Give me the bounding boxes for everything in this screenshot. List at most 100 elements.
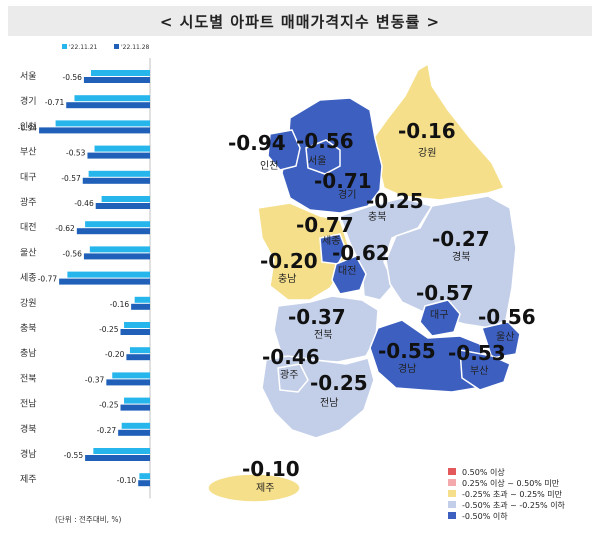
bar-curr — [95, 203, 150, 209]
bar-prev — [94, 145, 150, 152]
bar-prev — [55, 120, 150, 127]
name-gwangju: 광주 — [280, 369, 298, 381]
chart-legend-label-0: '22.11.21 — [69, 44, 98, 51]
name-sejong: 세종 — [322, 235, 340, 247]
legend-label-2: -0.25% 초과 ~ 0.25% 미만 — [462, 490, 563, 499]
value-incheon: -0.94 — [228, 131, 286, 155]
bar-chart-svg: '22.11.21 '22.11.28 서울 -0.56 경기 -0.71 인천-0.94 부… — [18, 44, 151, 524]
bar-prev — [74, 95, 150, 102]
bar-prev — [134, 296, 150, 303]
bar-prev — [88, 170, 150, 177]
category-label: 전남 — [20, 399, 37, 410]
value-chungnam: -0.20 — [260, 249, 318, 273]
data-label: -0.16 — [110, 300, 130, 309]
value-chungbuk: -0.25 — [366, 189, 424, 213]
data-label: -0.71 — [45, 98, 65, 107]
value-jeonbuk: -0.37 — [288, 305, 346, 329]
legend-label-1: 0.25% 이상 ~ 0.50% 미만 — [462, 478, 560, 488]
region-incheon — [267, 129, 301, 171]
bar-curr — [118, 429, 150, 436]
region-gangwon — [369, 62, 506, 201]
legend-swatch-4 — [448, 512, 456, 519]
legend-label-3: -0.50% 초과 ~ -0.25% 이하 — [462, 500, 566, 510]
category-label: 부산 — [20, 147, 37, 158]
category-label: 세종 — [20, 273, 37, 284]
bar-curr — [131, 303, 150, 310]
legend-label-4: -0.50% 이하 — [462, 511, 508, 521]
legend-label-0: 0.50% 이상 — [462, 467, 505, 477]
value-gyeonggi: -0.71 — [314, 169, 372, 193]
category-label: 광주 — [20, 196, 37, 208]
bar-curr — [120, 404, 150, 411]
category-label: 경기 — [20, 95, 37, 107]
value-gwangju: -0.46 — [262, 345, 320, 369]
region-gyeongbuk — [385, 195, 517, 329]
name-gyeongnam: 경남 — [398, 362, 416, 375]
name-incheon: 인천 — [260, 160, 278, 172]
bar-prev — [93, 448, 150, 454]
data-label: -0.77 — [38, 275, 58, 284]
bar-prev — [91, 70, 150, 76]
name-seoul: 서울 — [308, 155, 326, 167]
region-gwangju — [277, 363, 309, 393]
value-gyeongbuk: -0.27 — [432, 227, 490, 251]
name-gyeonggi: 경기 — [338, 188, 356, 201]
region-jeju — [207, 473, 301, 503]
chart-footnote: (단위 : 전주대비, %) — [55, 514, 122, 524]
value-daegu: -0.57 — [416, 281, 474, 305]
bar-prev — [124, 322, 150, 328]
bar-curr — [83, 253, 150, 260]
bar-prev — [121, 422, 150, 429]
category-label: 강원 — [20, 298, 37, 309]
data-label: -0.10 — [117, 476, 137, 485]
bar-curr — [85, 455, 150, 461]
chart-legend-label-1: '22.11.28 — [121, 44, 150, 51]
name-jeju: 제주 — [256, 482, 274, 494]
category-label: 전북 — [20, 373, 37, 384]
bar-curr — [83, 77, 150, 83]
value-jeonnam: -0.25 — [310, 371, 368, 395]
bar-curr — [66, 102, 150, 109]
legend-swatch-3 — [448, 501, 456, 508]
name-ulsan: 울산 — [496, 331, 514, 343]
bar-curr — [126, 354, 150, 361]
category-label: 경북 — [20, 423, 37, 435]
region-busan — [459, 349, 511, 391]
region-chungnam — [257, 202, 349, 301]
category-label: 대구 — [20, 172, 37, 183]
category-label: 서울 — [20, 71, 37, 82]
name-busan: 부산 — [470, 365, 488, 377]
value-daejeon: -0.62 — [332, 241, 390, 265]
bar-curr — [82, 177, 150, 184]
region-daejeon — [331, 255, 367, 295]
chart-legend-swatch-0 — [62, 44, 67, 49]
bar-curr — [39, 127, 150, 134]
title-bar: < 시도별 아파트 매매가격지수 변동률 > — [8, 6, 592, 36]
bar-prev — [89, 246, 150, 253]
data-label: -0.56 — [63, 73, 83, 82]
category-label: 대전 — [20, 222, 37, 233]
category-label: 충북 — [20, 323, 37, 334]
bar-curr — [76, 228, 150, 235]
region-seoul — [305, 139, 341, 175]
bar-prev — [112, 372, 150, 379]
value-jeju: -0.10 — [242, 457, 300, 481]
bar-prev — [85, 221, 150, 228]
legend-swatch-0 — [448, 468, 456, 475]
bar-prev — [101, 196, 150, 202]
category-label: 충남 — [20, 348, 37, 359]
bar-curr — [120, 329, 150, 335]
data-label: -0.25 — [99, 401, 119, 410]
bar-prev — [67, 271, 150, 278]
name-gyeongbuk: 경북 — [452, 250, 470, 263]
name-jeonnam: 전남 — [320, 397, 338, 409]
legend-swatch-2 — [448, 490, 456, 497]
data-label: -0.25 — [99, 325, 119, 334]
korea-map-svg: -0.94 -0.56 -0.71 -0.16 -0.25 -0.77 -0.2… — [207, 62, 566, 521]
region-ulsan — [481, 321, 521, 359]
data-label: -0.57 — [61, 174, 81, 183]
bar-prev — [139, 473, 150, 480]
data-label: -0.37 — [85, 375, 105, 384]
data-label: -0.55 — [64, 451, 84, 460]
bar-prev — [129, 347, 150, 354]
